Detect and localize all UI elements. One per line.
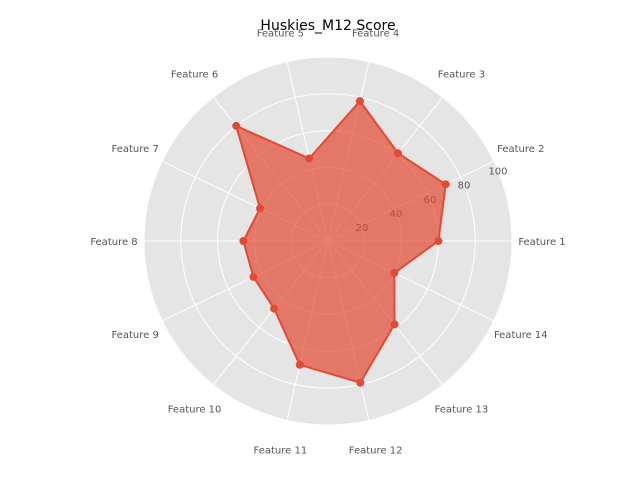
category-label: Feature 3 — [438, 70, 485, 81]
category-label: Feature 13 — [435, 404, 489, 415]
data-point — [270, 304, 279, 313]
chart-title: Huskies_M12 Score — [260, 18, 395, 34]
series-area — [236, 101, 446, 383]
data-point — [393, 149, 402, 158]
data-point — [390, 320, 399, 329]
category-label: Feature 5 — [257, 28, 304, 39]
data-point — [305, 154, 314, 163]
data-point — [256, 204, 265, 213]
data-point — [441, 180, 450, 189]
category-label: Feature 12 — [349, 446, 403, 457]
radial-tick-label: 80 — [458, 181, 471, 192]
category-label: Feature 6 — [171, 70, 218, 81]
data-point — [249, 272, 258, 281]
category-label: Feature 8 — [90, 237, 137, 248]
data-point — [390, 268, 399, 277]
category-label: Feature 7 — [112, 144, 159, 155]
category-label: Feature 11 — [254, 446, 308, 457]
radial-tick-label: 100 — [488, 167, 507, 178]
category-label: Feature 2 — [497, 144, 544, 155]
data-point — [239, 237, 248, 245]
category-label: Feature 14 — [494, 330, 548, 341]
category-label: Feature 9 — [112, 330, 159, 341]
category-label: Feature 4 — [352, 28, 399, 39]
category-label: Feature 1 — [518, 237, 565, 248]
data-point — [356, 378, 365, 387]
data-point — [295, 360, 304, 369]
data-point — [355, 97, 364, 106]
data-point — [434, 237, 443, 245]
category-label: Feature 10 — [168, 404, 222, 415]
data-point — [232, 121, 241, 130]
